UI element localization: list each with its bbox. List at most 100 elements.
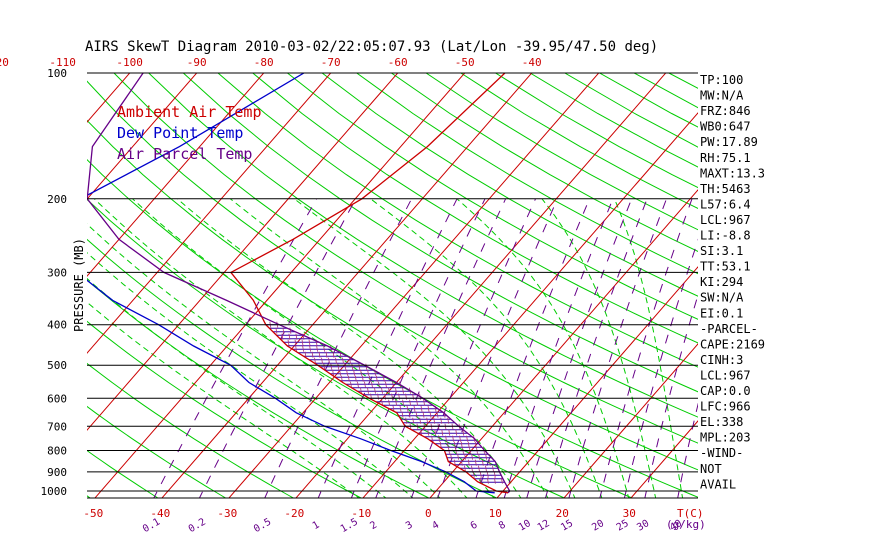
index-item: MPL:203 (700, 431, 751, 445)
cape-hatch-tick (416, 399, 418, 406)
cape-hatch-tick (427, 429, 430, 436)
mixing-ratio-line (599, 198, 693, 498)
mixing-ratio-label: 8 (497, 520, 508, 533)
cape-hatch-tick (321, 357, 323, 364)
cape-hatch-tick (318, 351, 321, 358)
cape-hatch-tick (316, 345, 318, 352)
cape-hatch-tick (325, 351, 328, 358)
index-item: SI:3.1 (700, 244, 743, 258)
cape-hatch-tick (388, 399, 390, 406)
cape-hatch-tick (328, 357, 330, 364)
mixing-ratio-line (644, 293, 698, 498)
dry-adiabat (87, 279, 430, 498)
index-item: PW:17.89 (700, 135, 758, 149)
cape-hatch-tick (436, 411, 439, 418)
dry-adiabat (321, 73, 698, 297)
moist-adiabat (87, 252, 414, 498)
cape-hatch-tick (351, 363, 354, 370)
isotherm (496, 266, 698, 498)
index-item: LCL:967 (700, 213, 751, 227)
index-item: -WIND- (700, 446, 743, 460)
top-temp-tick-label: -40 (522, 56, 542, 69)
top-temp-tick-label: -120 (0, 56, 9, 69)
cape-hatch-tick (382, 375, 385, 382)
index-item: EL:338 (700, 415, 743, 429)
cape-hatch-tick (332, 351, 335, 358)
cape-hatch-tick (385, 381, 387, 388)
index-item: AVAIL (700, 477, 736, 491)
cape-hatch-tick (440, 417, 443, 424)
mixing-ratio-label: 0.5 (252, 517, 273, 536)
cape-hatch-tick (330, 363, 333, 370)
pressure-tick-label: 800 (47, 444, 67, 457)
cape-hatch-tick (349, 357, 351, 364)
index-item: CAPE:2169 (700, 337, 765, 351)
legend-entry-air-parcel-temp: Air Parcel Temp (117, 145, 252, 163)
cape-hatch-tick (433, 417, 436, 424)
isotherm (87, 73, 198, 200)
cape-hatch-tick (457, 453, 459, 460)
dry-adiabat (842, 73, 870, 500)
bottom-temp-tick-label: 0 (425, 507, 432, 520)
mixing-ratio-line (475, 198, 590, 498)
cape-hatch-tick (480, 477, 482, 484)
cape-hatch-tick (471, 465, 473, 472)
y-axis-label: PRESSURE (MB) (72, 238, 86, 332)
dry-adiabat (808, 73, 870, 500)
index-item: LI:-8.8 (700, 229, 751, 243)
cape-hatch-tick (323, 345, 325, 352)
cape-hatch-tick (492, 465, 494, 472)
cape-hatch-tick (412, 417, 415, 424)
cape-hatch-tick (426, 417, 429, 424)
cape-hatch-tick (378, 381, 380, 388)
pressure-tick-label: 300 (47, 266, 67, 279)
cape-hatch-tick (314, 357, 316, 364)
cape-hatch-tick (448, 429, 451, 436)
moist-adiabat (93, 198, 468, 498)
mixing-ratio-line (568, 198, 667, 498)
mixing-ratio-label: 15 (559, 518, 575, 534)
moist-adiabat (176, 198, 522, 498)
cape-hatch-tick (342, 357, 344, 364)
cape-hatch-tick (481, 459, 484, 466)
moist-adiabat (87, 277, 387, 498)
index-item: MAXT:13.3 (700, 166, 765, 180)
series-line-ambient-air-temp (229, 73, 509, 494)
plot-area (0, 64, 870, 500)
dry-adiabat (425, 73, 698, 231)
cape-hatch-tick (439, 441, 442, 448)
isotherm (429, 189, 698, 498)
index-item: MW:N/A (700, 89, 744, 103)
cape-hatch-tick (488, 459, 491, 466)
index-item: SW:N/A (700, 291, 744, 305)
cape-hatch-tick (301, 339, 304, 346)
top-temp-tick-label: -70 (321, 56, 341, 69)
cape-hatch-tick (357, 381, 359, 388)
cape-hatch-tick (487, 477, 489, 484)
cape-hatch-tick (408, 411, 411, 418)
cape-hatch-tick (434, 429, 437, 436)
isotherm (295, 73, 667, 498)
mixing-ratio-label: 40 (668, 518, 684, 534)
top-temp-tick-label: -110 (49, 56, 76, 69)
cape-hatch-tick (486, 471, 489, 478)
dry-adiabat (113, 73, 698, 444)
top-temp-tick-label: -80 (254, 56, 274, 69)
series-line-dew-point-temp (87, 73, 495, 494)
cape-hatch-tick (367, 387, 369, 394)
mixing-ratio-label: 2 (368, 520, 379, 533)
isotherm (0, 64, 71, 500)
cape-hatch-tick (311, 351, 314, 358)
mixing-ratio-line (677, 402, 698, 498)
pressure-tick-label: 1000 (41, 485, 68, 498)
cape-hatch-tick (275, 327, 278, 334)
cape-hatch-tick (459, 435, 461, 442)
moist-adiabat (230, 198, 549, 498)
cape-hatch-tick (455, 429, 458, 436)
dry-adiabat (87, 320, 363, 498)
cape-hatch-tick (445, 435, 447, 442)
cape-hatch-tick (295, 345, 297, 352)
cape-hatch-tick (423, 399, 425, 406)
